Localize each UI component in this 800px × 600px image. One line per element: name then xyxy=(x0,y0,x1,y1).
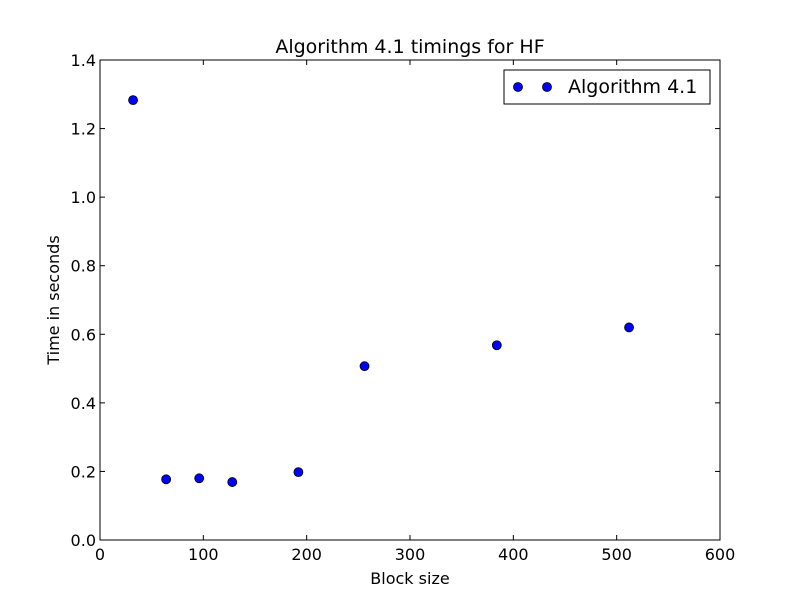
x-axis: 0 100 200 300 400 500 600 xyxy=(95,60,735,564)
x-tick-label: 100 xyxy=(188,545,219,564)
y-axis-label: Time in seconds xyxy=(44,235,63,365)
y-axis: 0.0 0.2 0.4 0.6 0.8 1.0 1.2 1.4 xyxy=(71,51,720,550)
data-point xyxy=(161,474,172,485)
x-axis-label: Block size xyxy=(370,569,449,588)
y-tick-label: 0.2 xyxy=(71,462,96,481)
plot-area xyxy=(99,59,721,541)
x-tick-label: 600 xyxy=(705,545,736,564)
legend-marker-right xyxy=(542,82,552,92)
data-point xyxy=(194,473,205,484)
data-points xyxy=(128,95,634,487)
legend-label: Algorithm 4.1 xyxy=(568,76,697,98)
y-tick-label: 0.8 xyxy=(71,257,96,276)
y-tick-label: 0.6 xyxy=(71,325,96,344)
x-tick-label: 200 xyxy=(291,545,322,564)
legend: Algorithm 4.1 xyxy=(503,69,711,105)
data-point xyxy=(359,361,370,372)
y-tick-label: 1.0 xyxy=(71,188,96,207)
data-point xyxy=(624,322,634,333)
y-tick-label: 0.0 xyxy=(71,531,96,550)
x-tick-label: 300 xyxy=(395,545,426,564)
y-tick-label: 1.4 xyxy=(71,51,96,70)
data-point xyxy=(491,340,502,351)
x-tick-label: 0 xyxy=(95,545,105,564)
y-tick-label: 1.2 xyxy=(71,120,96,139)
chart-title: Algorithm 4.1 timings for HF xyxy=(275,36,544,58)
x-tick-label: 400 xyxy=(498,545,529,564)
data-point xyxy=(293,467,304,478)
legend-marker-left xyxy=(513,82,523,92)
data-point xyxy=(128,95,138,106)
data-point xyxy=(227,477,238,487)
y-tick-label: 0.4 xyxy=(71,394,96,413)
x-tick-label: 500 xyxy=(601,545,632,564)
legend-box xyxy=(503,69,711,105)
